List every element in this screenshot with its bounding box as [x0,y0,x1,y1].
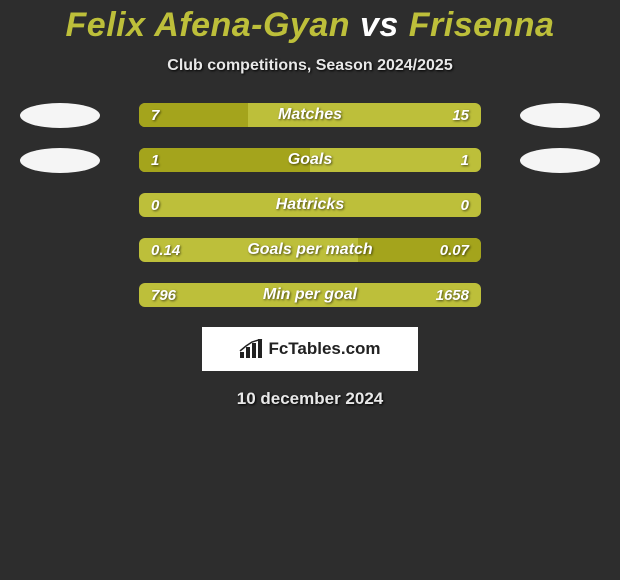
stat-value-left: 0 [151,193,159,217]
infographic-container: Felix Afena-Gyan vs Frisenna Club compet… [0,0,620,409]
stat-value-right: 1 [461,148,469,172]
stat-value-right: 15 [452,103,469,127]
logo-text: FcTables.com [268,339,380,359]
stat-label: Min per goal [139,283,481,307]
stat-value-right: 1658 [436,283,469,307]
stat-bar-fill-left [139,103,248,127]
player1-avatar [20,148,100,173]
stat-bar: 796 1658Min per goal [139,283,481,307]
stat-row: 0.140.07Goals per match [0,238,620,262]
player1-name: Felix Afena-Gyan [66,6,350,44]
stat-bar-fill-left [139,148,310,172]
subtitle: Club competitions, Season 2024/2025 [167,57,452,75]
stat-row: 0 0Hattricks [0,193,620,217]
date-text: 10 december 2024 [237,389,384,409]
stat-row: 715Matches [0,103,620,127]
stat-value-right: 0 [461,193,469,217]
stat-value-left: 796 [151,283,176,307]
stat-bar: 11Goals [139,148,481,172]
stat-label: Hattricks [139,193,481,217]
player2-name: Frisenna [409,6,555,44]
logo-box: FcTables.com [202,327,418,371]
stat-bar: 0.140.07Goals per match [139,238,481,262]
stat-row: 796 1658Min per goal [0,283,620,307]
stat-bar: 0 0Hattricks [139,193,481,217]
player2-avatar [520,103,600,128]
stats-rows: 715Matches 11Goals 0 0Hattricks 0.140.07Goal… [0,103,620,307]
bar-chart-icon [239,339,263,359]
title-vs: vs [360,6,399,44]
player2-avatar [520,148,600,173]
player1-avatar [20,103,100,128]
stat-value-left: 0.14 [151,238,180,262]
stat-row: 11Goals [0,148,620,172]
stat-bar: 715Matches [139,103,481,127]
stat-bar-fill-right [358,238,481,262]
comparison-title: Felix Afena-Gyan vs Frisenna [66,6,555,45]
